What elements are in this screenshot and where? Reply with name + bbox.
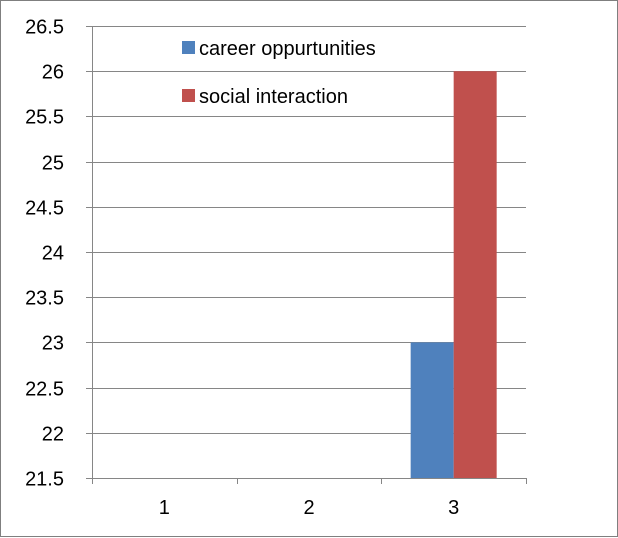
x-tick-label: 1 (159, 497, 170, 519)
y-tick-labels: 21.5 22 22.5 23 23.5 24 24.5 25 25.5 26 26.5 (25, 17, 64, 491)
legend: career oppurtunities social interaction (182, 38, 376, 108)
axes (86, 26, 527, 484)
x-tick-label: 2 (303, 497, 314, 519)
bar-career-oppurtunities-3 (410, 342, 454, 478)
bar-social-interaction-3 (453, 71, 497, 478)
y-tick-label: 22 (42, 424, 64, 446)
y-tick-label: 24.5 (25, 198, 64, 220)
bars (410, 71, 497, 478)
y-tick-label: 22.5 (25, 379, 64, 401)
y-tick-label: 25.5 (25, 107, 64, 129)
y-tick-label: 23.5 (25, 288, 64, 310)
y-tick-label: 26 (42, 62, 64, 84)
legend-swatch-0 (182, 41, 195, 54)
y-tick-label: 23 (42, 333, 64, 355)
legend-swatch-1 (182, 89, 195, 102)
y-tick-label: 21.5 (25, 469, 64, 491)
y-tick-label: 24 (42, 243, 64, 265)
y-tick-label: 26.5 (25, 17, 64, 39)
x-tick-labels: 1 2 3 (159, 497, 459, 519)
legend-label-0: career oppurtunities (199, 38, 376, 60)
legend-label-1: social interaction (199, 86, 348, 108)
gridlines (92, 26, 526, 434)
y-tick-label: 25 (42, 153, 64, 175)
x-tick-label: 3 (448, 497, 459, 519)
